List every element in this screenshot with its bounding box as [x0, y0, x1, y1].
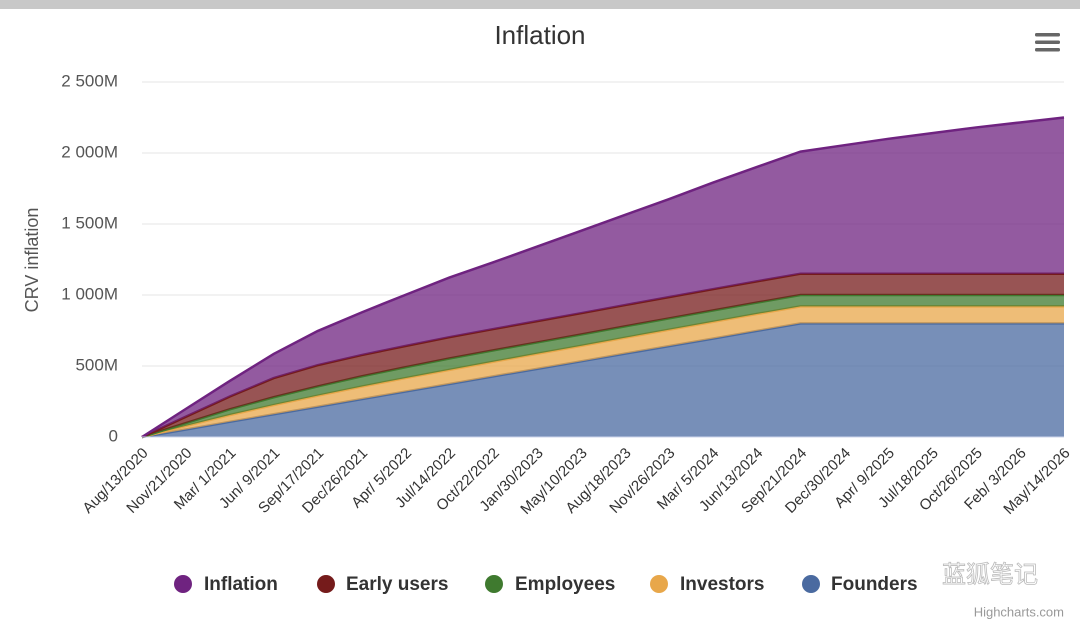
menu-icon[interactable] [1035, 33, 1060, 52]
legend-item[interactable]: Employees [485, 574, 615, 595]
menu-bar[interactable] [1035, 48, 1060, 52]
legend-item[interactable]: Early users [317, 574, 448, 595]
chart-title: Inflation [494, 20, 585, 50]
menu-bar[interactable] [1035, 33, 1060, 37]
legend-marker [485, 575, 503, 593]
y-tick-label: 0 [109, 426, 118, 445]
menu-bar[interactable] [1035, 40, 1060, 45]
y-tick-label: 500M [75, 355, 118, 374]
y-tick-label: 2 500M [61, 71, 118, 90]
area-fill [142, 306, 1064, 437]
area-fill [142, 117, 1064, 437]
watermark: 蓝狐笔记 [942, 561, 1038, 588]
legend-item[interactable]: Investors [650, 574, 764, 595]
y-tick-label: 1 000M [61, 284, 118, 303]
legend-label: Employees [515, 574, 615, 595]
legend-item[interactable]: Inflation [174, 574, 278, 595]
legend-label: Founders [831, 574, 918, 595]
y-tick-label: 1 500M [61, 213, 118, 232]
legend-marker [174, 575, 192, 593]
area-line [141, 116, 1065, 439]
y-tick-label: 2 000M [61, 142, 118, 161]
legend-label: Investors [680, 574, 764, 595]
legend-label: Early users [346, 574, 448, 595]
credits: Highcharts.com [974, 604, 1064, 619]
legend-label: Inflation [204, 574, 278, 595]
legend-marker [650, 575, 668, 593]
top-bar [0, 0, 1080, 9]
legend-marker [317, 575, 335, 593]
legend-item[interactable]: Founders [802, 574, 918, 595]
area-fill [142, 273, 1064, 437]
y-axis-label: CRV inflation [22, 208, 42, 313]
area-fill [142, 323, 1064, 437]
legend-marker [802, 575, 820, 593]
